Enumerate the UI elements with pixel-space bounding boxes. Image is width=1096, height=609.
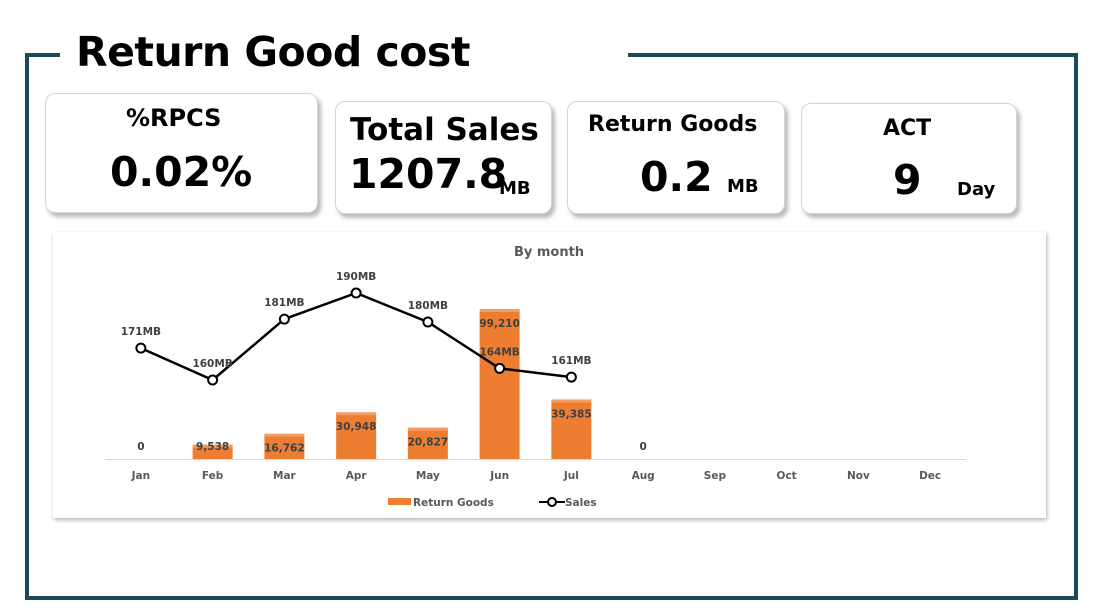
line-data-label: 160MB <box>192 358 232 370</box>
title-background <box>60 40 628 70</box>
x-tick-label: May <box>416 470 440 482</box>
bar-data-label: 9,538 <box>196 441 229 453</box>
bar-return-goods <box>407 427 448 459</box>
kpi-act-label: ACT <box>883 116 932 141</box>
bar-return-goods <box>551 399 592 459</box>
bar-data-label: 20,827 <box>408 437 449 449</box>
line-data-label: 171MB <box>121 326 161 338</box>
sales-point <box>207 374 219 386</box>
x-tick-label: Dec <box>919 470 941 482</box>
sales-point <box>422 316 434 328</box>
bar-data-label: 0 <box>639 441 646 453</box>
bar-data-label: 99,210 <box>479 318 520 330</box>
monthly-chart: By month 0 9,538 16,762 30,948 20,827 99,210 39… <box>105 245 966 509</box>
bar-return-goods <box>336 412 377 459</box>
bar-return-goods <box>479 309 520 459</box>
bar-data-label: 30,948 <box>336 421 377 433</box>
sales-point <box>565 371 577 383</box>
bar-highlight <box>407 427 448 431</box>
bar-data-label: 16,762 <box>264 443 305 455</box>
line-data-label: 161MB <box>551 355 591 367</box>
x-tick-label: Feb <box>202 470 224 482</box>
line-data-label: 164MB <box>479 346 519 358</box>
legend-label-sales: Sales <box>565 497 597 509</box>
bar-data-label: 39,385 <box>551 408 592 420</box>
legend-swatch-sales-marker <box>547 497 557 507</box>
bar-data-label: 0 <box>137 441 144 453</box>
kpi-return-goods-label: Return Goods <box>588 112 758 137</box>
kpi-total-sales-value: 1207.8 <box>349 150 508 198</box>
page-title: Return Good cost <box>76 28 470 76</box>
chart-panel: By month 0 9,538 16,762 30,948 20,827 99,210 39… <box>53 232 1046 518</box>
x-tick-label: Nov <box>847 470 870 482</box>
bar-highlight <box>336 412 377 416</box>
bar-highlight <box>264 433 305 437</box>
x-tick-label: Oct <box>777 470 797 482</box>
chart-title: By month <box>514 245 584 260</box>
x-tick-label: Sep <box>704 470 727 482</box>
kpi-act-value: 9 <box>893 156 922 204</box>
kpi-act-unit: Day <box>957 179 996 200</box>
bar-return-goods <box>192 444 233 459</box>
kpi-total-sales-unit: MB <box>499 178 531 199</box>
sales-point <box>135 342 147 354</box>
bar-highlight <box>192 444 233 448</box>
x-tick-label: Apr <box>346 470 368 482</box>
kpi-card-act: ACT 9 Day <box>801 103 1017 214</box>
kpi-card-total-sales: Total Sales 1207.8 MB <box>335 101 552 214</box>
sales-point <box>278 313 290 325</box>
x-tick-label: Jul <box>563 470 579 482</box>
line-data-label: 180MB <box>408 300 448 312</box>
kpi-total-sales-label: Total Sales <box>350 112 539 148</box>
legend-swatch-return-goods <box>388 498 411 505</box>
sales-point <box>494 362 506 374</box>
kpi-return-goods-value: 0.2 <box>640 153 713 201</box>
bar-highlight <box>551 399 592 403</box>
kpi-card-return-goods: Return Goods 0.2 MB <box>567 101 785 214</box>
x-tick-label: Jun <box>489 470 509 482</box>
x-tick-label: Jan <box>131 470 150 482</box>
kpi-card-rpcs: %RPCS 0.02% <box>45 93 318 213</box>
x-tick-label: Mar <box>273 470 297 482</box>
line-data-label: 181MB <box>264 297 304 309</box>
kpi-rpcs-label: %RPCS <box>126 104 222 132</box>
line-data-label: 190MB <box>336 271 376 283</box>
x-tick-label: Aug <box>632 470 655 482</box>
legend-label-return-goods: Return Goods <box>413 497 494 509</box>
sales-point <box>350 287 362 299</box>
bar-return-goods <box>264 433 305 459</box>
kpi-rpcs-value: 0.02% <box>110 148 253 196</box>
bar-highlight <box>479 309 520 312</box>
kpi-return-goods-unit: MB <box>727 176 759 197</box>
